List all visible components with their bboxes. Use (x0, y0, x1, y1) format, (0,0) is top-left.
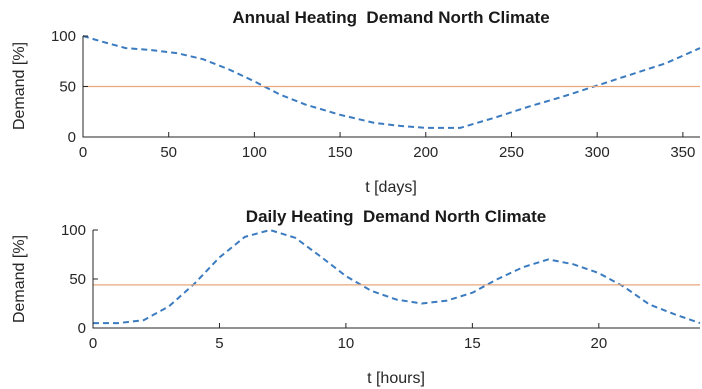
daily-x-tick-label: 10 (338, 335, 355, 352)
daily-demand-curve (93, 229, 701, 325)
annual-series-group (82, 35, 701, 129)
daily-x-axis-label: t [hours] (367, 370, 425, 387)
daily-x-tick-label: 0 (89, 335, 97, 352)
daily-x-tick-label: 5 (215, 335, 223, 352)
annual-demand-curve (82, 35, 701, 129)
daily-y-tick-label: 100 (61, 222, 86, 239)
annual-y-tick-label: 50 (59, 79, 76, 96)
annual-y-ticks: 0 50 100 (51, 28, 88, 146)
annual-y-tick-label: 0 (68, 129, 76, 146)
daily-y-tick-label: 0 (78, 320, 86, 337)
annual-x-tick-label: 300 (585, 144, 610, 161)
annual-y-tick-label: 100 (51, 28, 76, 45)
annual-chart-title: Annual Heating Demand North Climate (232, 8, 549, 27)
annual-x-tick-label: 0 (79, 144, 87, 161)
daily-chart-title: Daily Heating Demand North Climate (246, 207, 546, 226)
annual-x-axis-label: t [days] (365, 179, 417, 196)
annual-x-ticks: 0 50 100 150 200 250 300 350 (79, 132, 695, 161)
daily-x-ticks: 0 5 10 15 20 (89, 323, 607, 352)
annual-x-tick-label: 100 (242, 144, 267, 161)
daily-x-tick-label: 20 (590, 335, 607, 352)
daily-chart: Daily Heating Demand North Climate 0 5 10 1… (11, 207, 701, 387)
daily-series-group (93, 229, 701, 325)
daily-y-ticks: 0 50 100 (61, 222, 98, 337)
annual-x-tick-label: 200 (413, 144, 438, 161)
annual-y-axis-label: Demand [%] (11, 42, 28, 130)
annual-x-tick-label: 350 (670, 144, 695, 161)
annual-x-tick-label: 250 (499, 144, 524, 161)
annual-chart: Annual Heating Demand North Climate 0 50 1… (11, 8, 701, 196)
daily-y-tick-label: 50 (69, 271, 86, 288)
annual-x-tick-label: 50 (160, 144, 177, 161)
daily-x-tick-label: 15 (464, 335, 481, 352)
annual-x-tick-label: 150 (328, 144, 353, 161)
daily-plot-area (93, 230, 700, 328)
daily-y-axis-label: Demand [%] (11, 235, 28, 323)
